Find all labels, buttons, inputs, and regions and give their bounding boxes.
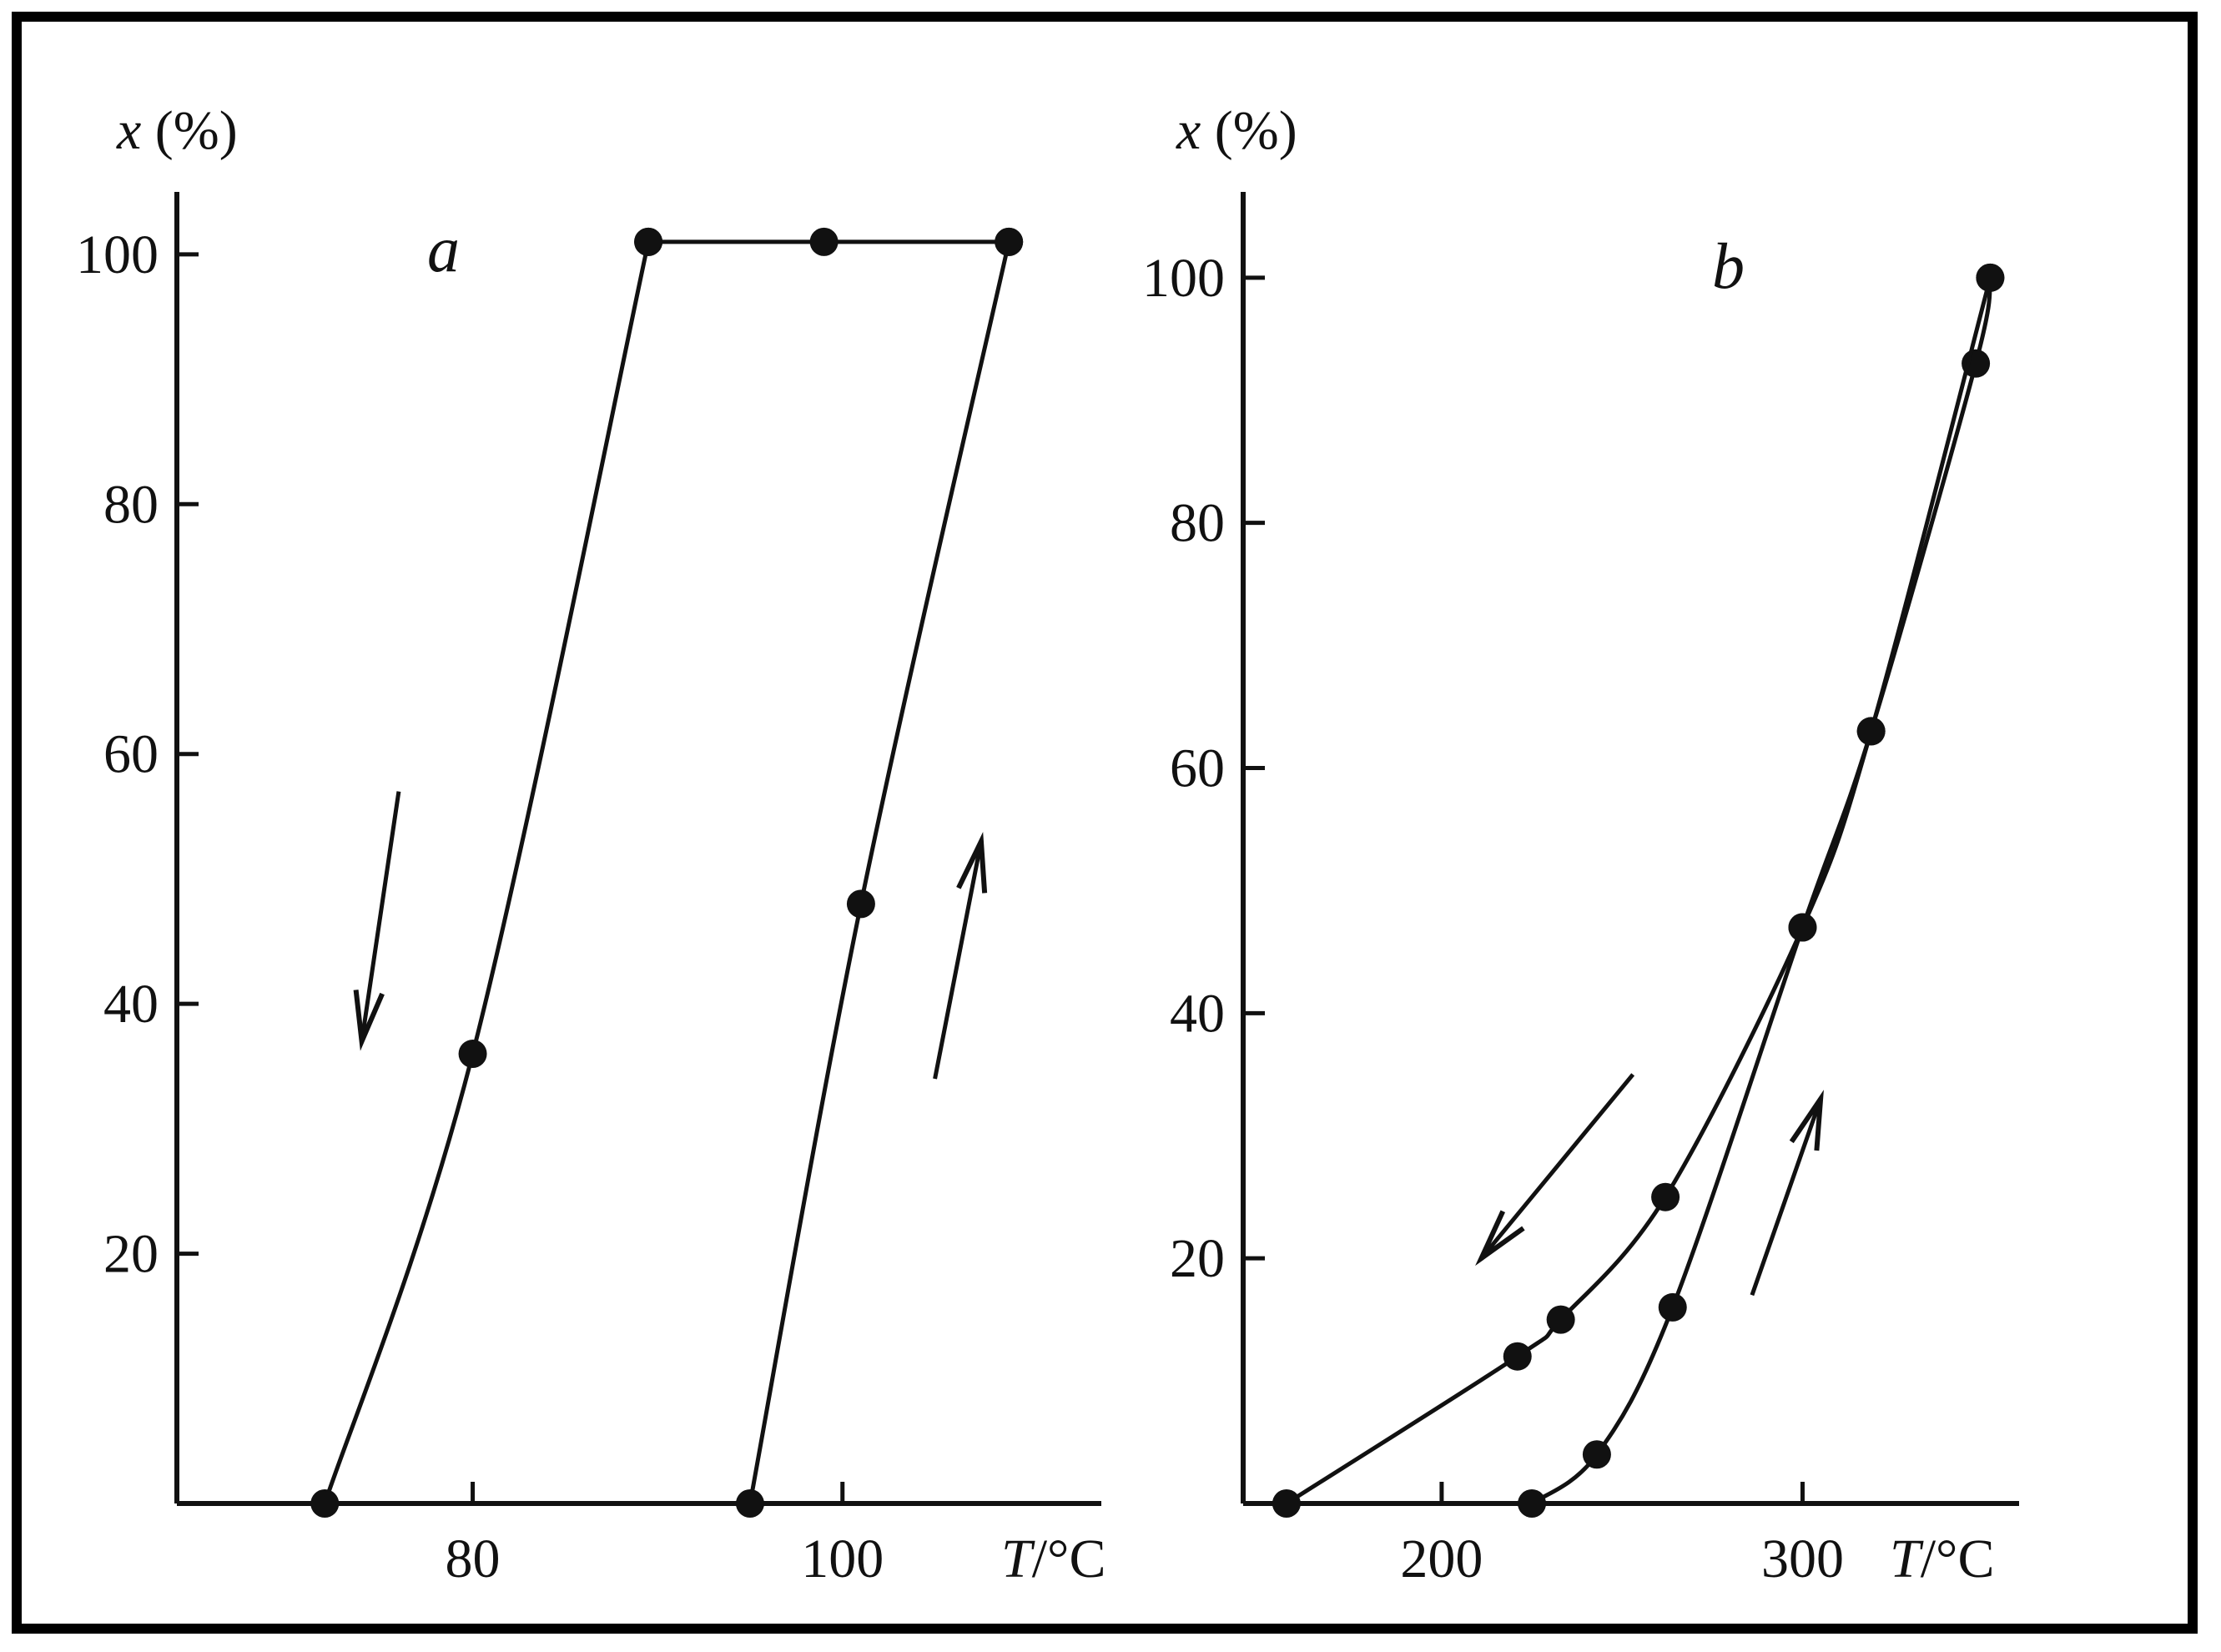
- arrow-head-down: [353, 990, 385, 1051]
- arrow-head-up: [1789, 1090, 1824, 1151]
- data-point-cooling: [458, 1040, 487, 1069]
- data-point-heating: [1518, 1489, 1547, 1518]
- y-tick-label: 100: [1142, 248, 1225, 309]
- arrow-head-down: [1475, 1210, 1525, 1267]
- y-tick-label: 60: [103, 724, 159, 785]
- data-point-top: [995, 227, 1024, 256]
- arrow-up: [933, 841, 984, 1080]
- data-point-cooling: [1856, 717, 1886, 746]
- data-point-cooling: [1503, 1342, 1532, 1371]
- arrow-down: [360, 791, 401, 1042]
- y-tick-label: 80: [103, 474, 159, 535]
- data-point-heating: [735, 1489, 764, 1518]
- series-line-cooling: [1285, 277, 1992, 1506]
- y-tick-label: 80: [1170, 493, 1225, 554]
- panel-label: b: [1712, 229, 1745, 302]
- series-line-heating: [1530, 277, 1992, 1506]
- data-point-cooling: [1651, 1182, 1680, 1211]
- data-point-heating: [846, 889, 875, 919]
- y-tick-label: 20: [103, 1224, 159, 1285]
- x-axis-label: T/°C: [1001, 1529, 1105, 1589]
- x-tick-label: 300: [1761, 1529, 1844, 1589]
- data-point-cooling: [310, 1489, 340, 1518]
- data-point-cooling: [1788, 913, 1817, 942]
- data-point-cooling: [634, 227, 663, 256]
- x-tick-label: 80: [446, 1529, 501, 1589]
- y-tick-label: 40: [1170, 983, 1225, 1044]
- data-point-cooling: [1546, 1305, 1575, 1334]
- data-point-cooling: [1272, 1489, 1301, 1518]
- y-tick-label: 20: [1170, 1228, 1225, 1289]
- panel-b: 20 40 60 80 100 200 300 x (%) T/°C b: [1142, 100, 2019, 1589]
- panel-a: 20 40 60 80 100 80 100 x (%) T/°C a: [76, 100, 1105, 1589]
- y-tick-label: 40: [103, 974, 159, 1035]
- x-axis-label: T/°C: [1890, 1529, 1994, 1589]
- data-point-heating: [1658, 1292, 1687, 1322]
- data-point-top: [809, 227, 839, 256]
- panel-label: a: [427, 213, 460, 285]
- y-axis-label: x (%): [116, 100, 238, 161]
- y-tick-label: 100: [76, 224, 159, 285]
- y-axis-label: x (%): [1176, 100, 1297, 161]
- arrow-up: [1750, 1098, 1823, 1297]
- series-line-cooling: [322, 241, 651, 1504]
- data-point-heating: [1582, 1440, 1611, 1469]
- series-line-heating: [748, 241, 1011, 1504]
- x-tick-label: 200: [1400, 1529, 1483, 1589]
- x-tick-label: 100: [801, 1529, 884, 1589]
- arrow-head-up: [956, 832, 988, 894]
- y-tick-label: 60: [1170, 738, 1225, 799]
- data-point-cooling: [1976, 263, 2005, 292]
- arrow-down: [1479, 1073, 1635, 1260]
